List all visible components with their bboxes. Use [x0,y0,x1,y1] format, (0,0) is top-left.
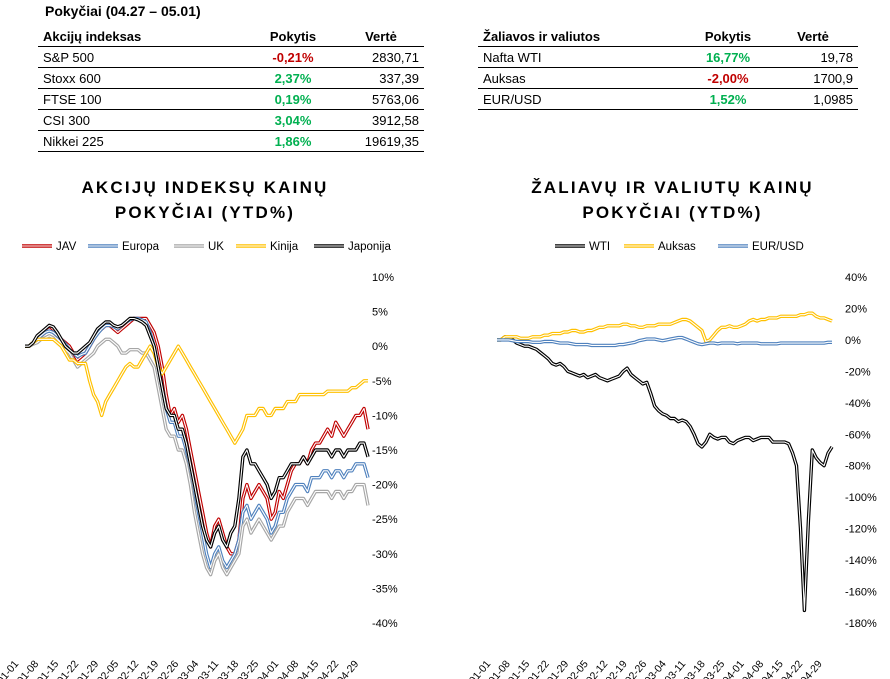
row-change: 1,52% [688,88,768,110]
y-tick-label: 20% [845,303,867,315]
y-tick-label: -80% [845,461,871,473]
chart-title-line2: POKYČIAI (YTD%) [114,203,296,222]
y-tick-label: -160% [845,587,877,599]
row-change: 16,77% [688,46,768,68]
table-row: EUR/USD 1,52% 1,0985 [478,88,858,110]
chart-title-line1: AKCIJŲ INDEKSŲ KAINŲ [81,178,329,197]
series-line-inner [25,338,368,444]
row-name: S&P 500 [38,46,248,68]
y-tick-label: -20% [845,366,871,378]
row-change: 1,86% [248,130,338,152]
row-change: -2,00% [688,67,768,89]
commodities-chart: 40% 20% 0% -20% -40% -60% -80% -100% -120% -140% -… [467,241,877,679]
row-value: 19,78 [768,46,858,68]
table-row: Nafta WTI 16,77% 19,78 [478,46,858,68]
indices-chart: 10%5%0%-5%-10%-15%-20%-25%-30%-35%-40%01… [0,241,398,679]
row-name: EUR/USD [478,88,688,110]
row-value: 2830,71 [338,46,424,68]
table-row: Stoxx 600 2,37% 337,39 [38,67,424,89]
indices-table: Akcijų indeksas Pokytis Vertė S&P 500 -0,… [38,26,424,152]
legend-label: Japonija [348,241,391,253]
y-tick-label: 40% [845,272,867,284]
header-value: Vertė [338,26,424,47]
row-value: 1,0985 [768,88,858,110]
series-line-inner [25,317,369,548]
series-line-wti [497,335,834,613]
legend-label: Europa [122,241,160,253]
series-line-inner [497,337,832,346]
y-tick-label: -35% [372,583,398,595]
y-tick-label: -40% [845,398,871,410]
legend-label: WTI [589,241,610,253]
y-tick-label: -5% [372,376,392,388]
row-change: -0,21% [248,46,338,68]
row-value: 1700,9 [768,67,858,89]
y-tick-label: 5% [372,307,388,319]
legend-label: JAV [56,241,77,253]
row-change: 0,19% [248,88,338,110]
y-tick-label: -10% [372,410,398,422]
y-tick-label: 10% [372,272,394,284]
series-line-inner [25,335,369,576]
row-name: Nafta WTI [478,46,688,68]
table-row: Nikkei 225 1,86% 19619,35 [38,130,424,152]
row-name: Auksas [478,67,688,89]
y-tick-label: 0% [372,341,388,353]
chart-title-line1: ŽALIAVŲ IR VALIUTŲ KAINŲ [531,178,814,197]
chart-title-indices: AKCIJŲ INDEKSŲ KAINŲ POKYČIAI (YTD%) [40,175,370,225]
y-tick-label: -25% [372,514,398,526]
y-tick-label: 0% [845,335,861,347]
series-line-uk [25,334,370,577]
legend-label: UK [208,241,224,253]
row-name: Nikkei 225 [38,130,248,152]
header-value: Vertė [768,26,858,47]
legend-label: Kinija [270,241,299,253]
table-title: Pokyčiai (04.27 – 05.01) [45,3,201,19]
header-index: Akcijų indeksas [38,26,248,47]
row-value: 19619,35 [338,130,424,152]
y-tick-label: -180% [845,618,877,630]
row-change: 2,37% [248,67,338,89]
y-tick-label: -30% [372,549,398,561]
table-row: FTSE 100 0,19% 5763,06 [38,88,424,110]
y-tick-label: -20% [372,480,398,492]
y-tick-label: -40% [372,618,398,630]
row-value: 3912,58 [338,109,424,131]
y-tick-label: -60% [845,429,871,441]
legend-label: EUR/USD [752,241,804,253]
commodities-table: Žaliavos ir valiutos Pokytis Vertė Nafta… [478,26,858,110]
y-tick-label: -140% [845,555,877,567]
series-line-auksas [497,311,833,344]
table-row: CSI 300 3,04% 3912,58 [38,109,424,131]
y-tick-label: -100% [845,492,877,504]
table-row: S&P 500 -0,21% 2830,71 [38,46,424,68]
row-change: 3,04% [248,109,338,131]
chart-title-line2: POKYČIAI (YTD%) [582,203,763,222]
series-line-inner [497,336,833,611]
row-name: Stoxx 600 [38,67,248,89]
chart-title-commodities: ŽALIAVŲ IR VALIUTŲ KAINŲ POKYČIAI (YTD%) [500,175,845,225]
row-name: CSI 300 [38,109,248,131]
series-line-inner [497,312,833,343]
y-tick-label: -120% [845,524,877,536]
row-name: FTSE 100 [38,88,248,110]
legend-label: Auksas [658,241,696,253]
row-value: 337,39 [338,67,424,89]
row-value: 5763,06 [338,88,424,110]
table-row: Auksas -2,00% 1700,9 [478,67,858,89]
y-tick-label: -15% [372,445,398,457]
